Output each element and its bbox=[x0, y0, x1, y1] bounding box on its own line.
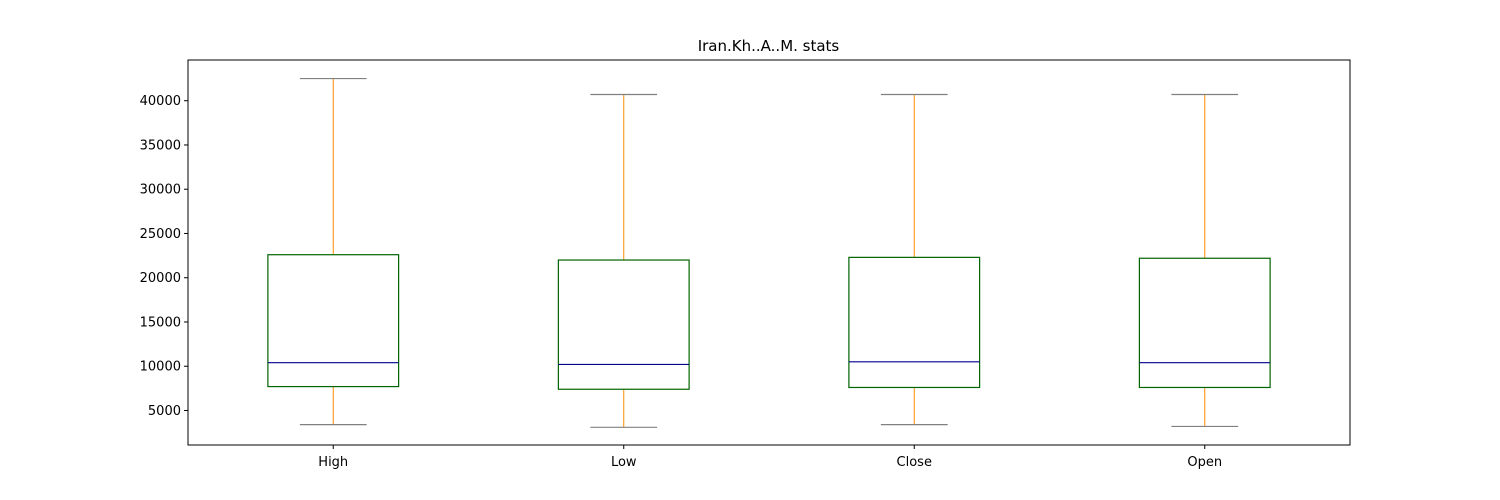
y-tick-label: 20000 bbox=[140, 271, 181, 286]
box-plot-open bbox=[1138, 93, 1271, 428]
y-axis: 5000 10000 15000 20000 25000 30000 35000 40000 bbox=[140, 94, 188, 419]
y-tick-label: 5000 bbox=[148, 404, 181, 419]
box-plot-low bbox=[557, 93, 690, 428]
iqr-box bbox=[848, 256, 981, 389]
box-plot-close bbox=[848, 93, 981, 426]
x-tick-label: Open bbox=[1187, 455, 1222, 470]
x-axis: High Low Close Open bbox=[318, 445, 1222, 470]
x-tick-label: High bbox=[318, 455, 348, 470]
box-plot-high bbox=[267, 77, 400, 426]
y-tick-label: 15000 bbox=[140, 315, 181, 330]
y-tick-label: 25000 bbox=[140, 227, 181, 242]
iqr-box bbox=[557, 259, 690, 390]
iqr-box bbox=[267, 254, 400, 388]
x-tick-label: Low bbox=[611, 455, 637, 470]
box-plots bbox=[267, 77, 1271, 428]
chart-title: Iran.Kh..A..M. stats bbox=[698, 37, 840, 55]
y-tick-label: 40000 bbox=[140, 94, 181, 109]
y-tick-label: 30000 bbox=[140, 183, 181, 198]
y-tick-label: 35000 bbox=[140, 138, 181, 153]
y-tick-label: 10000 bbox=[140, 360, 181, 375]
iqr-box bbox=[1138, 257, 1271, 389]
x-tick-label: Close bbox=[897, 455, 932, 470]
plot-area-frame bbox=[187, 59, 1351, 446]
